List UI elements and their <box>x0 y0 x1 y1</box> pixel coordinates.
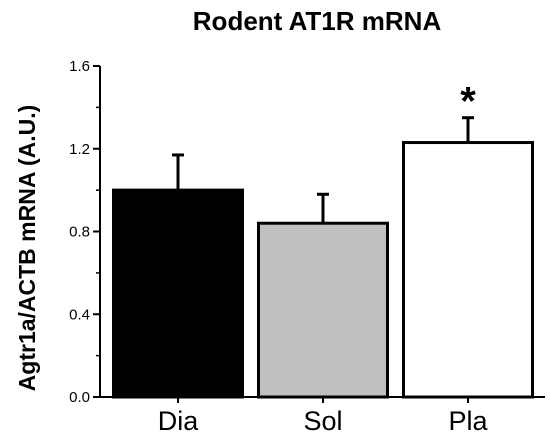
x-tick-label: Dia <box>158 406 199 436</box>
bar-sol <box>257 221 389 399</box>
x-tick-label: Pla <box>448 406 488 436</box>
significance-asterisk: * <box>460 80 476 124</box>
y-tick-label: 1.2 <box>69 141 90 158</box>
y-tick-label: 1.6 <box>69 58 90 75</box>
bar-dia <box>112 188 244 399</box>
x-tick-label: Sol <box>303 406 342 436</box>
y-axis-label: Agtr1a/ACTB mRNA (A.U.) <box>14 105 40 392</box>
plot-area: 0.0 0.4 0.8 1.2 1.6 Dia Sol Pla * <box>69 58 545 436</box>
bar-pla <box>402 141 534 399</box>
chart-title: Rodent AT1R mRNA <box>193 6 442 36</box>
y-tick-label: 0.0 <box>69 389 90 406</box>
y-tick-label: 0.8 <box>69 224 90 241</box>
y-tick-label: 0.4 <box>69 306 90 323</box>
